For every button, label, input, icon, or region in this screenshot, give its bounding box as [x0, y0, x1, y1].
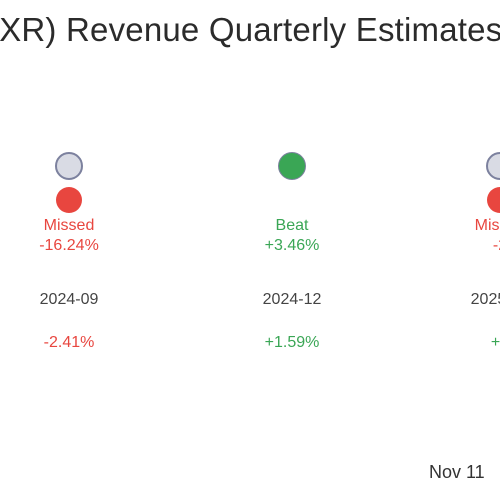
estimate-marker-2024-09 — [55, 152, 83, 180]
period-label-2025-03: 2025-03 — [470, 291, 500, 308]
actual-marker-2025-03 — [487, 187, 500, 213]
result-label-2025-03: Missed — [474, 217, 500, 234]
price-change-2025-03: +0 — [490, 334, 500, 351]
actual-marker-2024-12 — [279, 153, 305, 179]
period-label-2024-09: 2024-09 — [39, 291, 99, 308]
chart-title: (XR) Revenue Quarterly Estimates — [0, 11, 500, 48]
surprise-value-2024-12: +3.46% — [264, 237, 320, 254]
price-change-2024-12: +1.59% — [264, 334, 320, 351]
surprise-value-2024-09: -16.24% — [39, 237, 99, 254]
footer-date: Nov 11 — [429, 462, 485, 482]
period-label-2024-12: 2024-12 — [262, 291, 322, 308]
estimate-marker-2025-03 — [486, 152, 500, 180]
actual-marker-2024-09 — [56, 187, 82, 213]
result-label-2024-12: Beat — [275, 217, 309, 234]
result-label-2024-09: Missed — [43, 217, 95, 234]
price-change-2024-09: -2.41% — [43, 334, 95, 351]
surprise-value-2025-03: -2 — [492, 237, 500, 254]
